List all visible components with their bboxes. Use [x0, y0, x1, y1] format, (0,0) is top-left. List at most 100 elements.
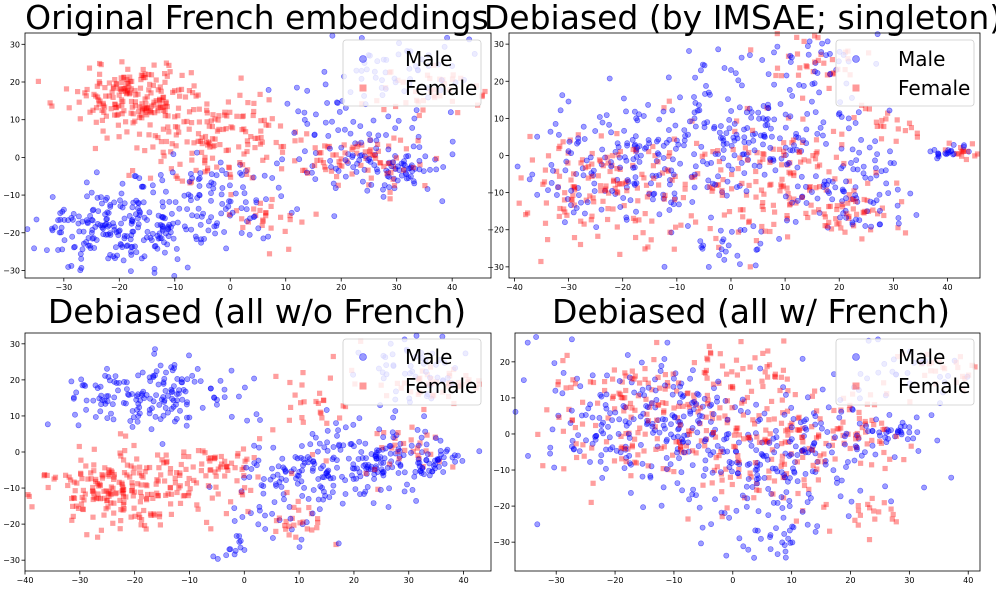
male-point — [849, 221, 856, 228]
female-point — [110, 485, 116, 491]
female-point — [753, 179, 759, 185]
female-point — [118, 453, 124, 459]
female-point — [633, 148, 639, 154]
female-point — [855, 507, 862, 514]
male-point — [882, 483, 888, 490]
male-point — [603, 391, 610, 398]
female-point — [746, 149, 752, 156]
male-point — [838, 408, 845, 415]
female-point — [660, 400, 666, 406]
female-point — [340, 403, 346, 409]
male-point — [671, 375, 677, 382]
male-point — [349, 152, 356, 159]
female-point — [390, 163, 396, 170]
male-point — [105, 255, 112, 262]
female-point — [972, 153, 978, 159]
male-point — [631, 164, 638, 171]
female-point — [154, 490, 160, 496]
female-point — [91, 490, 97, 496]
female-point — [732, 444, 738, 450]
male-point — [702, 457, 709, 464]
male-point — [687, 375, 693, 382]
male-point — [98, 401, 104, 408]
male-point — [269, 465, 275, 472]
female-point — [372, 152, 378, 158]
female-point — [145, 105, 151, 111]
male-point — [805, 490, 812, 497]
male-point — [812, 109, 819, 115]
female-point — [97, 98, 103, 104]
male-point — [791, 142, 797, 149]
female-point — [618, 394, 624, 400]
female-point — [759, 378, 765, 384]
female-point — [765, 374, 771, 380]
male-point — [241, 190, 248, 197]
male-point — [735, 470, 741, 477]
female-point — [959, 153, 965, 159]
female-point — [719, 187, 725, 194]
female-point — [106, 80, 112, 86]
male-point — [279, 156, 285, 163]
male-point — [778, 155, 785, 162]
male-point — [235, 393, 242, 400]
male-point — [322, 119, 329, 126]
female-point — [747, 470, 753, 476]
male-point — [555, 184, 561, 191]
female-point — [334, 174, 340, 180]
legend-female-marker — [852, 382, 860, 390]
male-point — [814, 523, 821, 529]
male-point — [97, 383, 104, 390]
male-point — [873, 172, 880, 179]
female-point — [138, 473, 145, 479]
male-point — [76, 228, 83, 235]
female-point — [535, 431, 541, 437]
female-point — [105, 471, 111, 477]
female-point — [205, 483, 211, 489]
male-point — [157, 416, 164, 422]
male-point — [787, 113, 794, 120]
y-tick-label: 0 — [499, 152, 504, 161]
male-point — [441, 460, 448, 467]
male-point — [170, 397, 177, 404]
male-point — [120, 257, 127, 264]
female-point — [216, 113, 222, 119]
female-point — [167, 466, 174, 472]
female-point — [127, 78, 133, 85]
male-point — [852, 120, 859, 126]
male-point — [782, 124, 789, 131]
female-point — [149, 491, 155, 497]
female-point — [228, 124, 234, 130]
chart-title: Debiased (by IMSAE; singleton) — [484, 0, 996, 37]
male-point — [599, 146, 606, 153]
female-point — [125, 88, 131, 94]
male-point — [845, 513, 852, 519]
male-point — [573, 205, 580, 211]
male-point — [597, 391, 604, 398]
female-point — [216, 126, 222, 132]
female-point — [367, 152, 373, 158]
female-point — [701, 369, 707, 376]
female-point — [289, 470, 295, 477]
female-point — [865, 501, 871, 507]
male-point — [386, 485, 392, 492]
male-point — [232, 190, 239, 197]
female-point — [734, 118, 740, 124]
male-point — [314, 448, 321, 455]
female-point — [872, 516, 878, 522]
male-point — [413, 497, 419, 504]
male-point — [408, 449, 414, 456]
male-point — [299, 492, 306, 499]
female-point — [263, 210, 269, 216]
male-point — [115, 387, 121, 394]
female-point — [597, 183, 604, 189]
male-point — [781, 411, 788, 418]
female-point — [635, 430, 641, 436]
male-point — [755, 508, 762, 515]
female-point — [750, 417, 756, 423]
female-point — [146, 71, 152, 78]
male-point — [710, 411, 717, 417]
male-point — [740, 151, 747, 157]
female-point — [636, 217, 642, 223]
male-point — [876, 429, 883, 436]
female-point — [960, 147, 967, 153]
